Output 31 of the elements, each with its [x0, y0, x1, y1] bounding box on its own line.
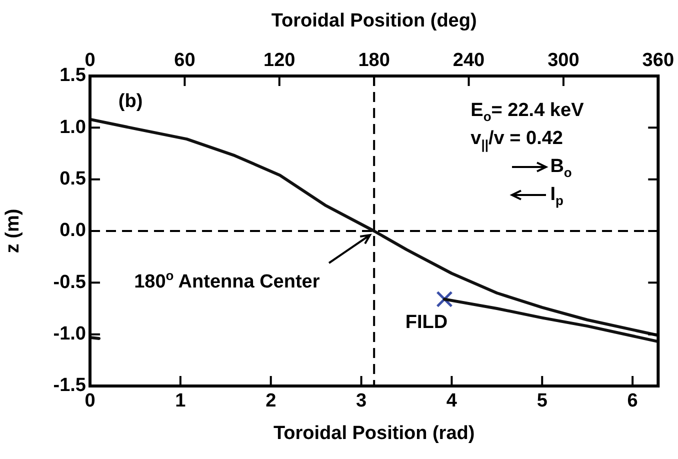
x2-tick-label: 300 [548, 50, 580, 71]
x-tick-label: 3 [356, 390, 367, 412]
y-tick-label: 1.5 [60, 65, 86, 86]
x2-tick-label: 120 [264, 50, 296, 71]
y-tick-label: -1.5 [53, 375, 86, 396]
series-label: FILD [405, 312, 448, 333]
x-tick-label: 0 [84, 390, 96, 412]
y-tick-label: -1.0 [53, 324, 86, 345]
x-tick-label: 1 [175, 390, 186, 412]
x-tick-label: 2 [266, 390, 276, 412]
annotation: I$_{p}$ [550, 184, 564, 208]
annotation: B$_{o}$ [550, 156, 572, 180]
annotation: (b) [118, 90, 143, 112]
x2-tick-label: 0 [84, 50, 96, 71]
x2-tick-label: 360 [642, 50, 674, 71]
x-axis-title: Toroidal Position (rad) [273, 422, 475, 444]
y-tick-label: 1.0 [60, 116, 86, 138]
x2-axis-title: Toroidal Position (deg) [271, 10, 477, 32]
x-tick-label: 4 [446, 390, 458, 412]
x-tick-label: 6 [627, 390, 638, 412]
annotation: 180$^{o}$ Antenna Center [134, 268, 320, 292]
x2-tick-label: 60 [174, 50, 196, 71]
annotation: E$_{o}$= 22.4 keV [470, 100, 584, 124]
annotation: v$_{||}$/v = 0.42 [470, 128, 563, 152]
x2-tick-label: 240 [452, 50, 485, 71]
x-tick-label: 5 [536, 390, 548, 412]
x2-tick-label: 180 [358, 50, 390, 71]
y-tick-label: 0.0 [60, 220, 86, 242]
y-tick-label: -0.5 [53, 272, 86, 293]
y-tick-label: 0.5 [60, 168, 86, 190]
y-axis-title: z (m) [2, 208, 24, 254]
